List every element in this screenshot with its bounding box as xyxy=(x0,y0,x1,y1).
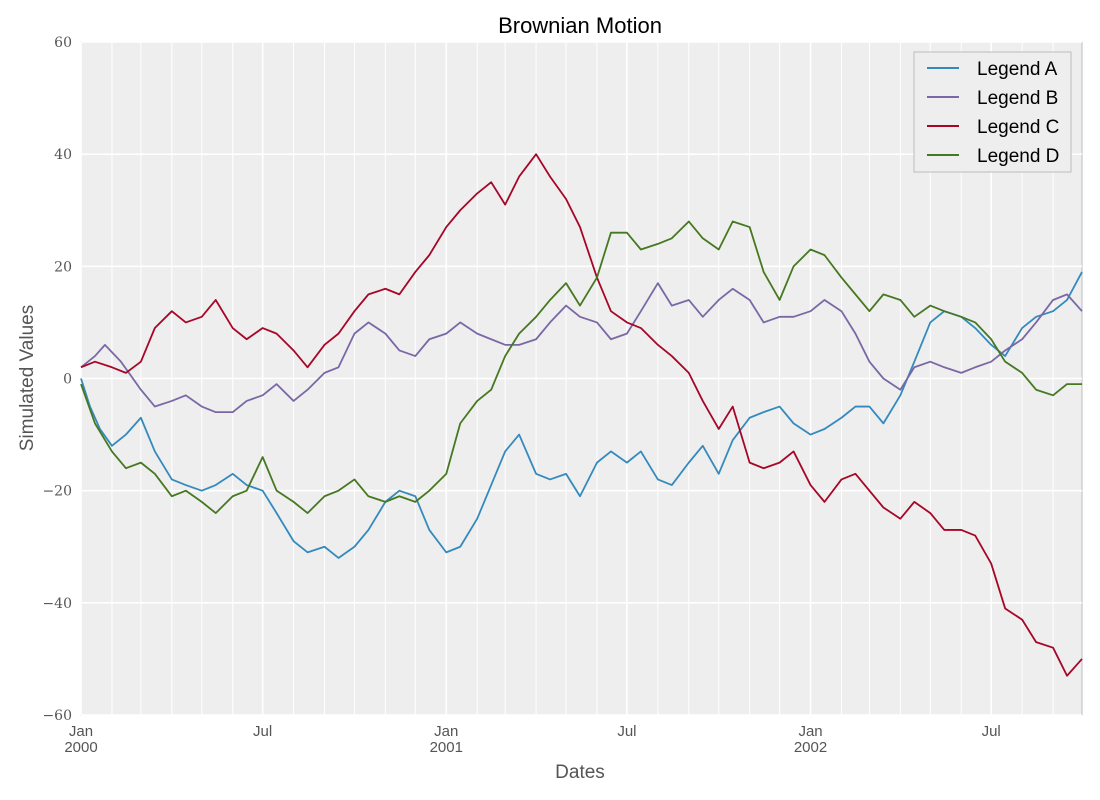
x-tick-label: Jan xyxy=(69,723,93,740)
x-tick-label: Jan xyxy=(434,723,458,740)
series-line-legend-c xyxy=(80,153,1083,677)
series-lines xyxy=(80,153,1083,677)
x-tick-year-label: 2001 xyxy=(430,739,463,756)
y-tick-label: 40 xyxy=(54,147,72,163)
y-tick-label: 60 xyxy=(54,35,72,51)
x-tick-year-label: 2000 xyxy=(64,739,97,756)
legend: Legend A Legend B Legend C Legend D xyxy=(913,51,1072,173)
y-tick-label: 20 xyxy=(54,259,72,275)
y-tick-label: 0 xyxy=(63,372,72,388)
y-axis-label: Simulated Values xyxy=(17,305,38,451)
series-line-legend-d xyxy=(80,220,1082,514)
legend-label: Legend A xyxy=(977,59,1058,80)
chart-title: Brownian Motion xyxy=(498,13,662,38)
series-line-legend-a xyxy=(80,271,1083,559)
legend-label: Legend D xyxy=(977,146,1059,167)
x-tick-year-label: 2002 xyxy=(794,739,827,756)
y-tick-label: −20 xyxy=(42,484,72,500)
x-tick-label: Jul xyxy=(617,723,636,740)
x-axis-label: Dates xyxy=(555,762,605,783)
legend-label: Legend C xyxy=(977,117,1059,138)
y-tick-labels: 60 40 20 0 −20 −40 −60 xyxy=(42,35,72,724)
y-tick-label: −40 xyxy=(42,596,72,612)
y-tick-label: −60 xyxy=(42,708,72,724)
legend-box xyxy=(913,51,1072,173)
legend-label: Legend B xyxy=(977,88,1058,109)
x-tick-label: Jul xyxy=(982,723,1001,740)
x-tick-label: Jul xyxy=(253,723,272,740)
major-gridlines xyxy=(80,41,1082,716)
series-line-legend-b xyxy=(80,282,1083,414)
x-tick-label: Jan xyxy=(798,723,822,740)
